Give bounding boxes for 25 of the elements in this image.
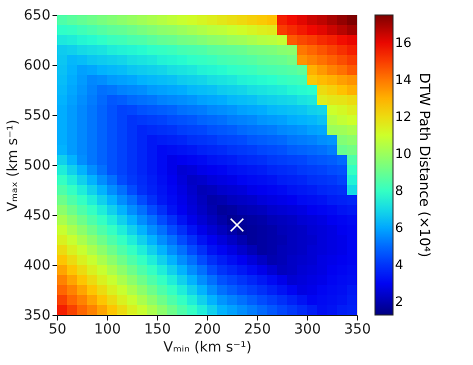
x-tick-label: 100 bbox=[94, 322, 121, 338]
y-tick-label: 550 bbox=[24, 108, 50, 124]
y-tick-label: 650 bbox=[24, 8, 50, 24]
y-tick-label: 350 bbox=[24, 308, 50, 324]
color-bar-label: 4 bbox=[395, 258, 404, 273]
color-bar-label: 6 bbox=[395, 220, 404, 236]
y-tick-label: 600 bbox=[24, 58, 50, 74]
y-tick-label: 450 bbox=[24, 208, 50, 224]
y-tick-label: 400 bbox=[24, 258, 50, 274]
color-bar-label: 2 bbox=[395, 295, 404, 310]
x-tick-label: 300 bbox=[294, 322, 321, 338]
x-tick-label: 200 bbox=[194, 322, 221, 338]
x-tick-label: 150 bbox=[144, 322, 171, 338]
x-tick-label: 350 bbox=[344, 322, 371, 338]
y-tick-label: 500 bbox=[24, 158, 50, 174]
x-tick-label: 250 bbox=[244, 322, 271, 338]
color-bar-label: 10 bbox=[395, 146, 412, 162]
color-bar-title: DTW Path Distance (×10⁴) bbox=[416, 72, 432, 258]
color-bar-label: 16 bbox=[395, 36, 412, 51]
color-bar-label: 14 bbox=[395, 72, 412, 88]
color-bar-label: 8 bbox=[395, 184, 404, 199]
y-axis-title: Vₘₐₓ (km s⁻¹) bbox=[4, 120, 21, 212]
color-bar-label: 12 bbox=[395, 110, 412, 125]
x-tick-label: 50 bbox=[48, 322, 66, 338]
x-axis-title: Vₘᵢₙ (km s⁻¹) bbox=[163, 340, 252, 356]
